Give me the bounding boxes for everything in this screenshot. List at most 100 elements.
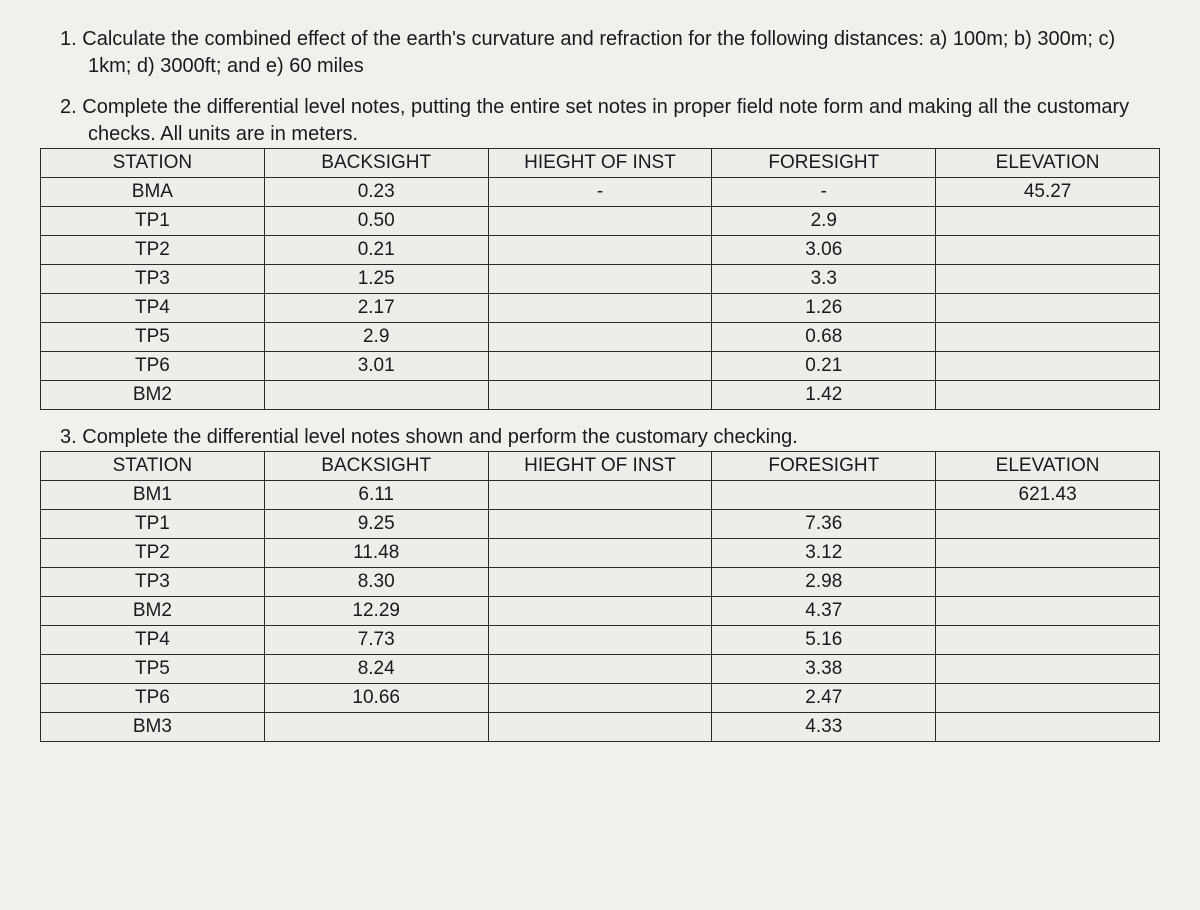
cell-bs: 11.48: [264, 539, 488, 568]
cell-station: TP4: [41, 294, 265, 323]
table-row: BM3 4.33: [41, 713, 1160, 742]
col-hi: HIEGHT OF INST: [488, 149, 712, 178]
cell-hi: [488, 481, 712, 510]
cell-station: BMA: [41, 178, 265, 207]
cell-el: [936, 684, 1160, 713]
question-1: 1. Calculate the combined effect of the …: [40, 26, 1160, 80]
cell-bs: 6.11: [264, 481, 488, 510]
cell-el: [936, 294, 1160, 323]
cell-fs: 3.38: [712, 655, 936, 684]
table-row: TP20.21 3.06: [41, 236, 1160, 265]
cell-bs: 1.25: [264, 265, 488, 294]
cell-station: BM2: [41, 597, 265, 626]
cell-bs: 3.01: [264, 352, 488, 381]
table-row: TP52.90.68: [41, 323, 1160, 352]
cell-bs: 12.29: [264, 597, 488, 626]
cell-el: [936, 207, 1160, 236]
cell-bs: [264, 713, 488, 742]
q2-text: Complete the differential level notes, p…: [82, 96, 1129, 145]
cell-station: TP3: [41, 568, 265, 597]
cell-bs: 0.23: [264, 178, 488, 207]
cell-bs: 9.25: [264, 510, 488, 539]
col-foresight: FORESIGHT: [712, 452, 936, 481]
cell-el: [936, 265, 1160, 294]
cell-el: [936, 626, 1160, 655]
cell-station: TP2: [41, 236, 265, 265]
cell-hi: [488, 236, 712, 265]
cell-el: [936, 713, 1160, 742]
q1-num: 1.: [60, 28, 77, 50]
cell-station: TP1: [41, 510, 265, 539]
cell-el: [936, 568, 1160, 597]
table-row: TP58.24 3.38: [41, 655, 1160, 684]
table-row: TP31.25 3.3: [41, 265, 1160, 294]
cell-el: [936, 381, 1160, 410]
cell-hi: [488, 655, 712, 684]
table-row: TP10.502.9: [41, 207, 1160, 236]
cell-el: [936, 323, 1160, 352]
table-row: TP211.48 3.12: [41, 539, 1160, 568]
q1-text: Calculate the combined effect of the ear…: [82, 28, 1115, 77]
cell-fs: 3.12: [712, 539, 936, 568]
cell-hi: [488, 265, 712, 294]
cell-el: [936, 352, 1160, 381]
cell-station: TP1: [41, 207, 265, 236]
cell-hi: -: [488, 178, 712, 207]
cell-fs: 2.9: [712, 207, 936, 236]
cell-el: [936, 655, 1160, 684]
cell-fs: 7.36: [712, 510, 936, 539]
cell-fs: 4.33: [712, 713, 936, 742]
question-3: 3. Complete the differential level notes…: [40, 424, 1160, 451]
table-row: BMA0.23--45.27: [41, 178, 1160, 207]
cell-el: [936, 510, 1160, 539]
cell-station: BM3: [41, 713, 265, 742]
cell-fs: 5.16: [712, 626, 936, 655]
cell-el: [936, 539, 1160, 568]
table-row: TP47.73 5.16: [41, 626, 1160, 655]
cell-fs: 0.68: [712, 323, 936, 352]
cell-fs: 3.3: [712, 265, 936, 294]
col-elevation: ELEVATION: [936, 149, 1160, 178]
cell-station: TP5: [41, 655, 265, 684]
table-row: BM212.294.37: [41, 597, 1160, 626]
col-station: STATION: [41, 452, 265, 481]
table-row: TP42.17 1.26: [41, 294, 1160, 323]
table-row: BM16.11621.43: [41, 481, 1160, 510]
question-2: 2. Complete the differential level notes…: [40, 94, 1160, 148]
cell-station: BM1: [41, 481, 265, 510]
cell-bs: 0.21: [264, 236, 488, 265]
q3-num: 3.: [60, 426, 77, 448]
cell-station: TP4: [41, 626, 265, 655]
cell-station: TP3: [41, 265, 265, 294]
cell-bs: 8.24: [264, 655, 488, 684]
cell-bs: 2.17: [264, 294, 488, 323]
table-header-row: STATION BACKSIGHT HIEGHT OF INST FORESIG…: [41, 452, 1160, 481]
table-header-row: STATION BACKSIGHT HIEGHT OF INST FORESIG…: [41, 149, 1160, 178]
cell-hi: [488, 294, 712, 323]
col-station: STATION: [41, 149, 265, 178]
cell-el: 45.27: [936, 178, 1160, 207]
cell-hi: [488, 684, 712, 713]
cell-hi: [488, 323, 712, 352]
table-row: BM21.42: [41, 381, 1160, 410]
cell-hi: [488, 207, 712, 236]
cell-station: TP2: [41, 539, 265, 568]
cell-fs: 0.21: [712, 352, 936, 381]
cell-bs: 7.73: [264, 626, 488, 655]
cell-bs: 8.30: [264, 568, 488, 597]
cell-fs: -: [712, 178, 936, 207]
table-row: TP19.25 7.36: [41, 510, 1160, 539]
cell-bs: 2.9: [264, 323, 488, 352]
table-3: STATION BACKSIGHT HIEGHT OF INST FORESIG…: [40, 451, 1160, 742]
cell-station: BM2: [41, 381, 265, 410]
cell-fs: 1.26: [712, 294, 936, 323]
cell-fs: 3.06: [712, 236, 936, 265]
cell-fs: [712, 481, 936, 510]
cell-hi: [488, 713, 712, 742]
cell-hi: [488, 568, 712, 597]
table-row: TP63.010.21: [41, 352, 1160, 381]
cell-hi: [488, 539, 712, 568]
cell-bs: [264, 381, 488, 410]
cell-hi: [488, 510, 712, 539]
col-foresight: FORESIGHT: [712, 149, 936, 178]
